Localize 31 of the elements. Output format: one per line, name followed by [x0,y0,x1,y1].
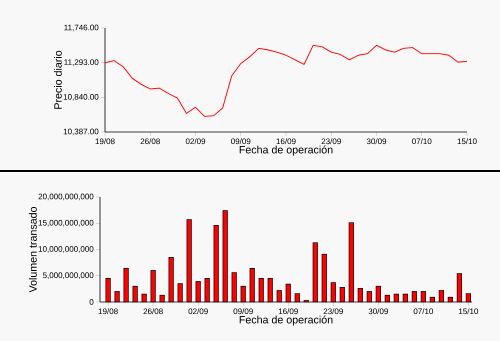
x-axis-title: Fecha de operación [240,315,332,326]
y-tick-label: 0 [90,299,94,305]
x-tick-label: 19/08 [96,138,115,144]
y-tick-label: 10,387.00 [64,128,98,136]
x-tick-label: 07/10 [414,308,434,314]
x-tick-label: 19/08 [98,308,118,314]
x-axis-title: Fecha de operación [240,145,332,156]
x-tick-label: 23/09 [322,138,341,144]
x-tick-label: 26/08 [144,308,163,314]
x-tick-label: 07/10 [412,138,432,144]
x-tick-label: 23/09 [324,308,343,314]
y-tick-label: 20,000,000,000 [38,194,94,200]
x-tick-label: 15/10 [458,138,477,144]
y-tick-label: 5,000,000,000 [42,272,94,280]
x-tick-label: 16/09 [276,138,296,144]
y-axis-title: Precio diario [54,50,62,109]
y-axis-title: Volumen transado [28,206,37,292]
y-tick-label: 11,293.00 [64,59,98,66]
x-tick-label: 30/09 [366,138,386,144]
x-tick-label: 15/10 [458,308,478,314]
x-tick-label: 09/09 [234,308,253,314]
y-tick-label: 11,746.00 [64,24,98,32]
y-tick-label: 10,840.00 [64,94,98,101]
x-tick-label: 16/09 [278,308,298,314]
y-tick-label: 15,000,000,000 [38,220,94,227]
x-tick-label: 09/09 [231,138,250,144]
x-tick-label: 02/09 [186,138,206,144]
x-tick-label: 26/08 [140,138,160,144]
x-tick-label: 02/09 [188,308,208,314]
y-tick-label: 10,000,000,000 [38,246,94,253]
x-tick-label: 30/09 [368,308,388,314]
